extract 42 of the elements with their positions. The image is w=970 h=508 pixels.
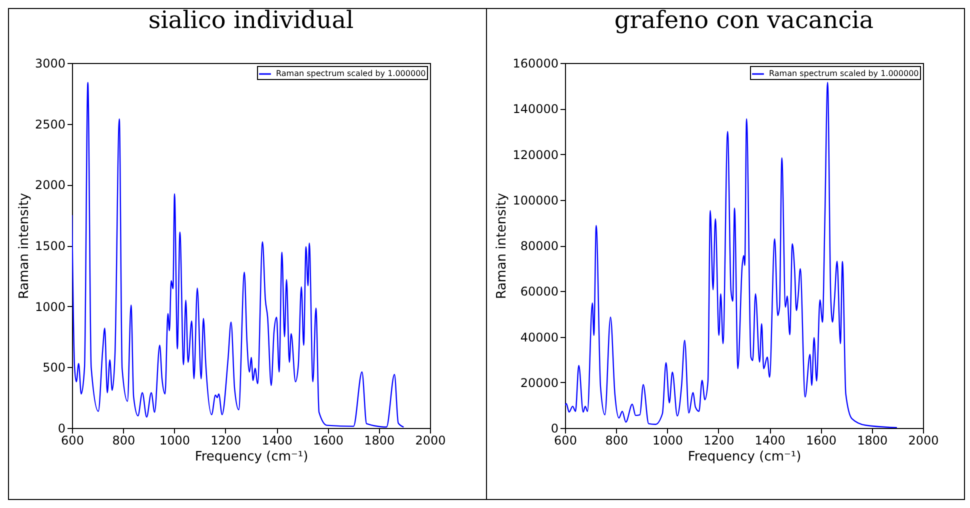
y-tick-label: 40000 [520,330,558,344]
x-axis-title: Frequency (cm⁻¹) [688,450,802,464]
y-tick-label: 120000 [512,148,558,162]
chart-title: grafeno con vacancia [614,6,874,34]
y-tick-label: 0 [550,422,558,436]
y-tick-label: 160000 [512,56,558,70]
x-tick-label: 2000 [415,434,446,448]
y-axis-title: Raman intensity [494,192,510,300]
y-tick-label: 0 [58,422,66,436]
x-tick-label: 1800 [364,434,395,448]
y-tick-label: 60000 [520,284,558,299]
legend-label: Raman spectrum scaled by 1.000000 [276,69,426,78]
x-tick-label: 1400 [754,434,786,448]
line-series [72,82,404,428]
x-tick-label: 1800 [857,434,888,448]
y-tick-label: 500 [42,360,66,375]
x-tick-label: 1400 [262,434,292,448]
chart-title: sialico individual [148,6,354,34]
y-tick-label: 1500 [34,239,66,253]
x-tick-label: 2000 [908,434,939,448]
x-tick-label: 1200 [704,434,734,448]
x-tick-label: 800 [605,434,628,448]
x-tick-label: 600 [61,434,84,448]
x-tick-label: 600 [554,434,577,448]
y-tick-label: 80000 [520,239,558,253]
y-tick-label: 20000 [520,376,558,390]
y-tick-label: 3000 [34,56,66,70]
y-tick-label: 1000 [34,300,66,314]
x-tick-label: 1000 [652,434,684,448]
x-tick-label: 1000 [160,434,190,448]
y-tick-label: 140000 [512,102,558,116]
y-axis-title: Raman intensity [16,192,32,300]
x-axis-title: Frequency (cm⁻¹) [194,450,308,464]
x-tick-label: 1600 [312,434,344,448]
x-tick-label: 1200 [210,434,242,448]
y-tick-label: 2500 [34,117,66,132]
y-tick-label: 2000 [34,178,66,192]
line-series [565,82,898,428]
legend-label: Raman spectrum scaled by 1.000000 [769,69,919,78]
y-tick-label: 100000 [512,193,558,208]
x-tick-label: 1600 [806,434,836,448]
x-tick-label: 800 [112,434,136,448]
